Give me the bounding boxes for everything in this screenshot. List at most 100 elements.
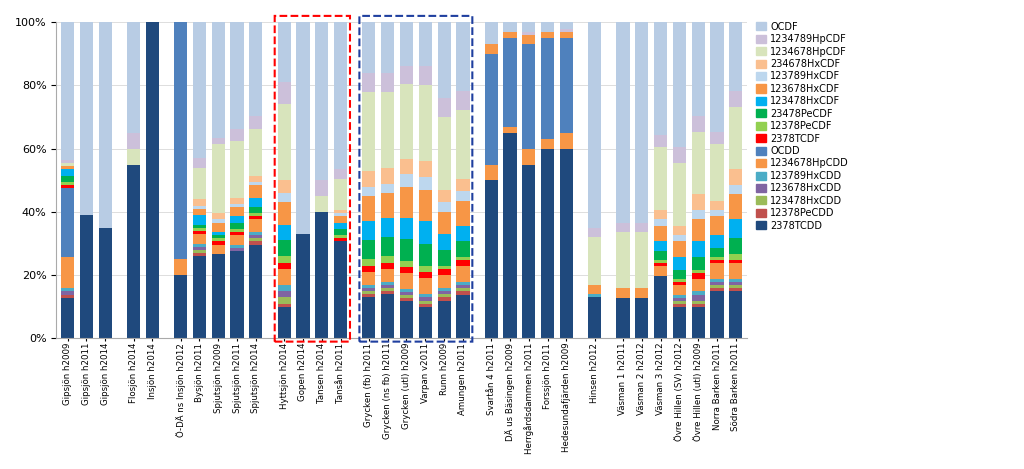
Bar	[419, 272, 432, 279]
Bar	[484, 54, 498, 165]
Bar	[399, 218, 413, 239]
Bar	[673, 304, 686, 307]
Bar	[673, 226, 686, 235]
Bar	[193, 228, 206, 231]
Bar	[691, 195, 705, 210]
Bar	[522, 165, 536, 339]
Bar	[362, 73, 376, 92]
Bar	[437, 117, 451, 190]
Bar	[315, 181, 329, 196]
Bar	[230, 207, 244, 216]
Bar	[654, 219, 668, 226]
Bar	[381, 269, 394, 281]
Bar	[334, 235, 347, 238]
Bar	[654, 210, 668, 219]
Bar	[673, 282, 686, 285]
Bar	[541, 32, 554, 38]
Bar	[673, 307, 686, 339]
Bar	[560, 22, 573, 29]
Bar	[711, 132, 724, 144]
Bar	[230, 129, 244, 141]
Bar	[673, 147, 686, 163]
Bar	[437, 291, 451, 294]
Bar	[457, 226, 470, 242]
Bar	[504, 32, 516, 38]
Bar	[61, 288, 74, 292]
Bar	[654, 266, 668, 276]
Bar	[560, 32, 573, 38]
Bar	[193, 199, 206, 205]
Bar	[711, 216, 724, 235]
Bar	[381, 281, 394, 285]
Bar	[588, 228, 601, 237]
Bar	[61, 166, 74, 169]
Bar	[616, 22, 630, 223]
Bar	[541, 139, 554, 149]
Bar	[691, 307, 705, 339]
Bar	[278, 263, 291, 269]
Bar	[635, 288, 648, 298]
Bar	[484, 45, 498, 54]
Bar	[212, 232, 225, 235]
Bar	[457, 288, 470, 292]
Bar	[61, 163, 74, 166]
Bar	[437, 190, 451, 203]
Bar	[457, 191, 470, 201]
Bar	[691, 295, 705, 301]
Bar	[691, 272, 705, 279]
Bar	[334, 179, 347, 210]
Bar	[711, 260, 724, 263]
Bar	[588, 22, 601, 228]
Bar	[193, 243, 206, 247]
Bar	[315, 22, 329, 181]
Bar	[635, 298, 648, 339]
Bar	[437, 288, 451, 291]
Bar	[616, 232, 630, 288]
Bar	[193, 158, 206, 168]
Bar	[457, 295, 470, 339]
Bar	[278, 225, 291, 241]
Bar	[212, 219, 225, 223]
Bar	[334, 22, 347, 169]
Bar	[362, 294, 376, 297]
Bar	[437, 22, 451, 98]
Bar	[729, 219, 742, 238]
Bar	[249, 216, 262, 219]
Bar	[691, 292, 705, 295]
Bar	[588, 297, 601, 339]
Bar	[212, 235, 225, 238]
Bar	[230, 22, 244, 129]
Bar	[381, 263, 394, 269]
Bar	[691, 257, 705, 270]
Bar	[616, 288, 630, 298]
Bar	[193, 231, 206, 234]
Bar	[399, 301, 413, 339]
Bar	[61, 185, 74, 188]
Bar	[61, 176, 74, 182]
Bar	[635, 232, 648, 288]
Bar	[399, 298, 413, 301]
Bar	[193, 256, 206, 339]
Bar	[560, 29, 573, 32]
Bar	[193, 234, 206, 243]
Bar	[381, 218, 394, 237]
Bar	[212, 254, 225, 339]
Bar	[381, 291, 394, 294]
Bar	[399, 174, 413, 187]
Bar	[654, 147, 668, 210]
Bar	[249, 22, 262, 116]
Bar	[249, 232, 262, 235]
Bar	[711, 22, 724, 132]
Bar	[381, 73, 394, 92]
Bar	[504, 133, 516, 339]
Bar	[457, 260, 470, 266]
Bar	[419, 22, 432, 67]
Bar	[278, 297, 291, 303]
Bar	[278, 307, 291, 339]
Bar	[711, 288, 724, 292]
Bar	[729, 185, 742, 195]
Bar	[437, 250, 451, 266]
Bar	[399, 84, 413, 159]
Bar	[230, 232, 244, 235]
Bar	[212, 213, 225, 219]
